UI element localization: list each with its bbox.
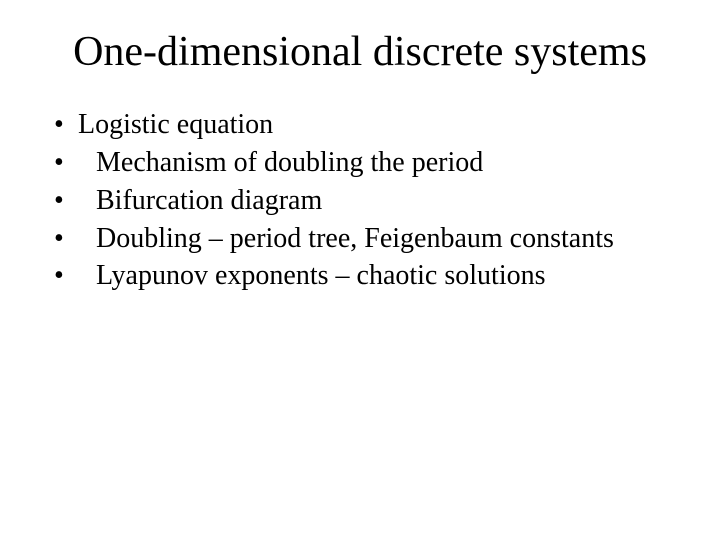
list-item: • Bifurcation diagram xyxy=(50,182,670,220)
bullet-marker: • xyxy=(50,182,78,220)
bullet-text: Lyapunov exponents – chaotic solutions xyxy=(78,257,670,295)
bullet-list: • Logistic equation • Mechanism of doubl… xyxy=(50,106,670,295)
bullet-text: Mechanism of doubling the period xyxy=(78,144,670,182)
bullet-text: Logistic equation xyxy=(78,106,670,144)
bullet-text: Doubling – period tree, Feigenbaum const… xyxy=(78,220,670,258)
list-item: • Doubling – period tree, Feigenbaum con… xyxy=(50,220,670,258)
bullet-marker: • xyxy=(50,144,78,182)
list-item: • Logistic equation xyxy=(50,106,670,144)
bullet-text: Bifurcation diagram xyxy=(78,182,670,220)
list-item: • Lyapunov exponents – chaotic solutions xyxy=(50,257,670,295)
bullet-marker: • xyxy=(50,257,78,295)
slide-title: One-dimensional discrete systems xyxy=(50,28,670,76)
list-item: • Mechanism of doubling the period xyxy=(50,144,670,182)
bullet-marker: • xyxy=(50,220,78,258)
bullet-marker: • xyxy=(50,106,78,144)
